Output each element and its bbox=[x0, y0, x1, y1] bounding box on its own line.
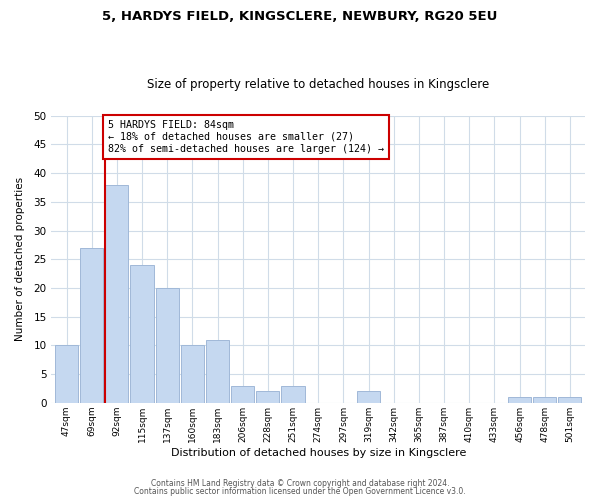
X-axis label: Distribution of detached houses by size in Kingsclere: Distribution of detached houses by size … bbox=[170, 448, 466, 458]
Text: 5 HARDYS FIELD: 84sqm
← 18% of detached houses are smaller (27)
82% of semi-deta: 5 HARDYS FIELD: 84sqm ← 18% of detached … bbox=[109, 120, 385, 154]
Text: Contains HM Land Registry data © Crown copyright and database right 2024.: Contains HM Land Registry data © Crown c… bbox=[151, 478, 449, 488]
Bar bbox=[508, 397, 531, 403]
Bar bbox=[206, 340, 229, 403]
Bar bbox=[155, 288, 179, 403]
Bar bbox=[533, 397, 556, 403]
Bar bbox=[130, 265, 154, 403]
Bar bbox=[559, 397, 581, 403]
Bar bbox=[256, 392, 280, 403]
Text: 5, HARDYS FIELD, KINGSCLERE, NEWBURY, RG20 5EU: 5, HARDYS FIELD, KINGSCLERE, NEWBURY, RG… bbox=[103, 10, 497, 23]
Bar bbox=[181, 346, 204, 403]
Bar bbox=[55, 346, 78, 403]
Bar bbox=[281, 386, 305, 403]
Bar bbox=[106, 184, 128, 403]
Y-axis label: Number of detached properties: Number of detached properties bbox=[15, 177, 25, 342]
Bar bbox=[231, 386, 254, 403]
Bar bbox=[357, 392, 380, 403]
Bar bbox=[80, 248, 103, 403]
Title: Size of property relative to detached houses in Kingsclere: Size of property relative to detached ho… bbox=[147, 78, 490, 91]
Text: Contains public sector information licensed under the Open Government Licence v3: Contains public sector information licen… bbox=[134, 487, 466, 496]
